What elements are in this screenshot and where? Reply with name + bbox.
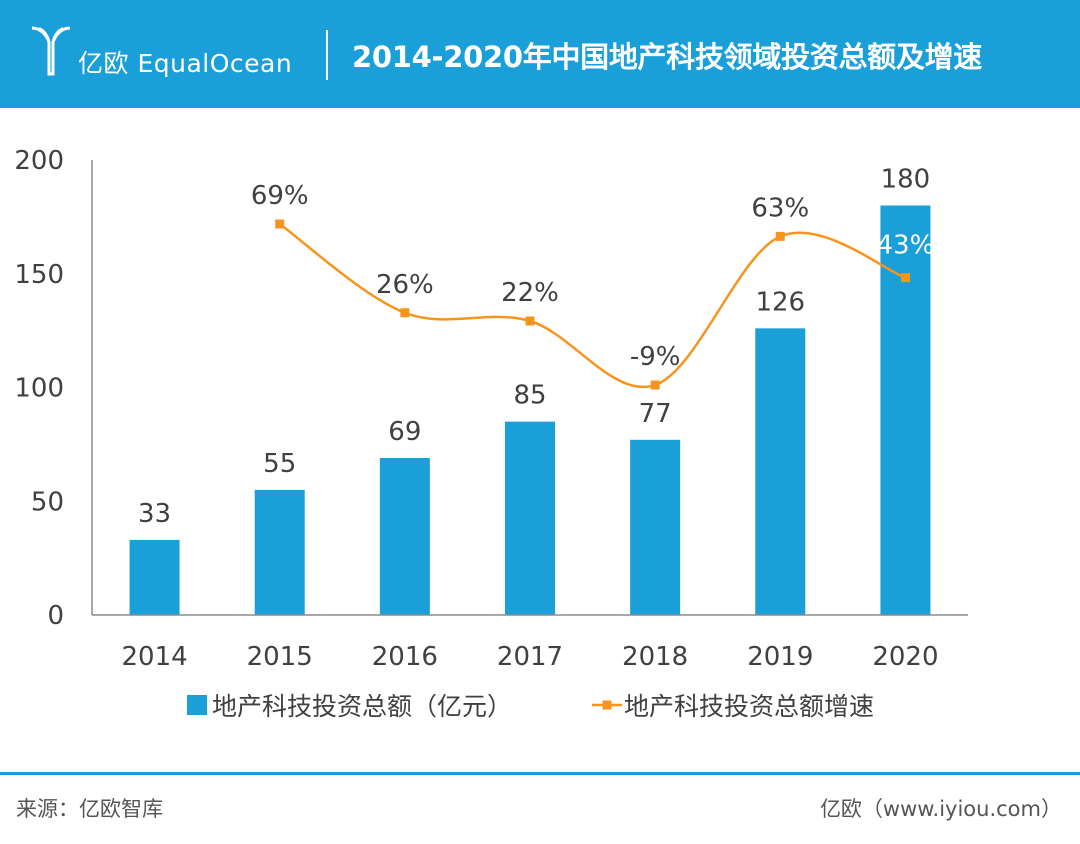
- x-tick-label: 2015: [247, 642, 313, 672]
- y-tick-label: 200: [14, 146, 64, 176]
- x-tick-label: 2019: [747, 642, 813, 672]
- bar-value-label: 69: [388, 417, 421, 447]
- growth-marker: [525, 316, 535, 326]
- x-tick-label: 2017: [497, 642, 563, 672]
- y-tick-label: 100: [14, 374, 64, 404]
- growth-marker: [275, 219, 285, 229]
- growth-marker: [650, 380, 660, 390]
- x-tick-label: 2014: [121, 642, 187, 672]
- growth-marker: [400, 308, 410, 318]
- growth-value-label: 63%: [751, 193, 809, 223]
- growth-marker: [900, 273, 910, 283]
- x-tick-label: 2016: [372, 642, 438, 672]
- legend-line-marker: [602, 700, 612, 710]
- header-banner: 亿欧 EqualOcean 2014-2020年中国地产科技领域投资总额及增速: [0, 0, 1080, 108]
- growth-value-label: 69%: [251, 181, 309, 211]
- bar-value-label: 77: [639, 399, 672, 429]
- growth-rate-line: [278, 222, 906, 389]
- bar: [254, 489, 305, 615]
- growth-marker: [775, 231, 785, 241]
- growth-value-label: 22%: [501, 278, 559, 308]
- chart: 0 50 100 150 200 2014 2015 2016 2017 2018 2019 202…: [14, 146, 968, 721]
- growth-value-label: -9%: [630, 342, 681, 372]
- bar: [630, 439, 681, 615]
- footer-divider: [0, 772, 1080, 775]
- equalocean-logo-icon: [31, 26, 71, 76]
- footer-site: 亿欧（www.iyiou.com）: [819, 797, 1062, 821]
- y-tick-label: 0: [47, 601, 64, 631]
- bar: [129, 539, 180, 615]
- legend-line-label: 地产科技投资总额增速: [624, 692, 874, 721]
- header-divider: [326, 30, 328, 80]
- bar-value-label: 126: [755, 287, 805, 317]
- bar: [379, 458, 430, 615]
- bar: [505, 421, 555, 615]
- growth-value-label: 43%: [877, 231, 935, 261]
- y-tick-label: 150: [14, 260, 64, 290]
- bar-value-label: 180: [881, 165, 931, 195]
- y-tick-label: 50: [31, 487, 64, 517]
- x-tick-label: 2018: [622, 642, 688, 672]
- x-tick-label: 2020: [872, 642, 938, 672]
- legend-bar-swatch: [187, 695, 207, 715]
- page-title: 2014-2020年中国地产科技领域投资总额及增速: [352, 40, 982, 74]
- bar-value-label: 33: [138, 499, 171, 529]
- logo-text: 亿欧 EqualOcean: [78, 49, 293, 78]
- footer-source: 来源：亿欧智库: [16, 797, 163, 821]
- legend-bar-label: 地产科技投资总额（亿元）: [212, 692, 512, 721]
- bar: [880, 205, 931, 615]
- bar-value-label: 85: [513, 381, 546, 411]
- growth-value-label: 26%: [376, 270, 434, 300]
- bar: [755, 328, 806, 615]
- bar-value-label: 55: [263, 449, 296, 479]
